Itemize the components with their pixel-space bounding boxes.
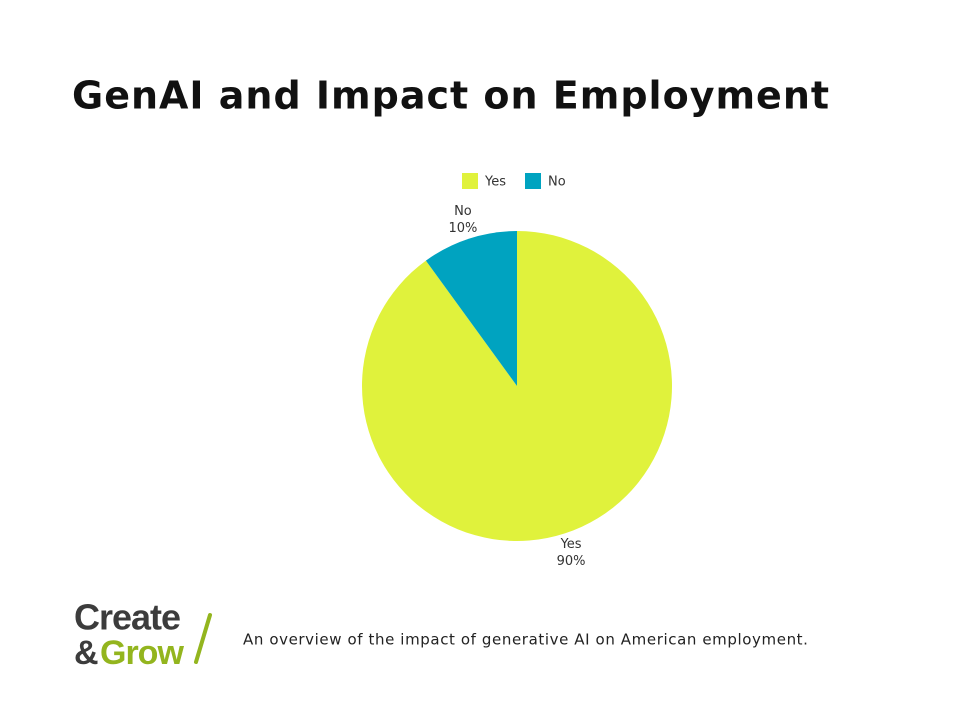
logo-top: Create bbox=[74, 597, 180, 638]
logo-stroke bbox=[194, 613, 212, 664]
slice-label-value: 10% bbox=[448, 221, 477, 236]
legend-label: Yes bbox=[484, 175, 506, 190]
pie-slice bbox=[425, 231, 517, 386]
slice-label-value: 90% bbox=[557, 554, 586, 569]
slice-label-name: Yes bbox=[560, 537, 582, 552]
legend-label: No bbox=[548, 175, 566, 190]
pie-slice bbox=[361, 231, 672, 541]
logo: Create & Grow bbox=[74, 597, 212, 672]
legend-swatch bbox=[525, 173, 541, 189]
slide-title: GenAI and Impact on Employment bbox=[72, 74, 830, 118]
logo-bottom: Grow bbox=[100, 634, 184, 672]
legend-swatch bbox=[462, 173, 478, 189]
caption: An overview of the impact of generative … bbox=[243, 631, 809, 649]
logo-amp: & bbox=[74, 634, 99, 672]
slice-label-name: No bbox=[454, 204, 472, 219]
